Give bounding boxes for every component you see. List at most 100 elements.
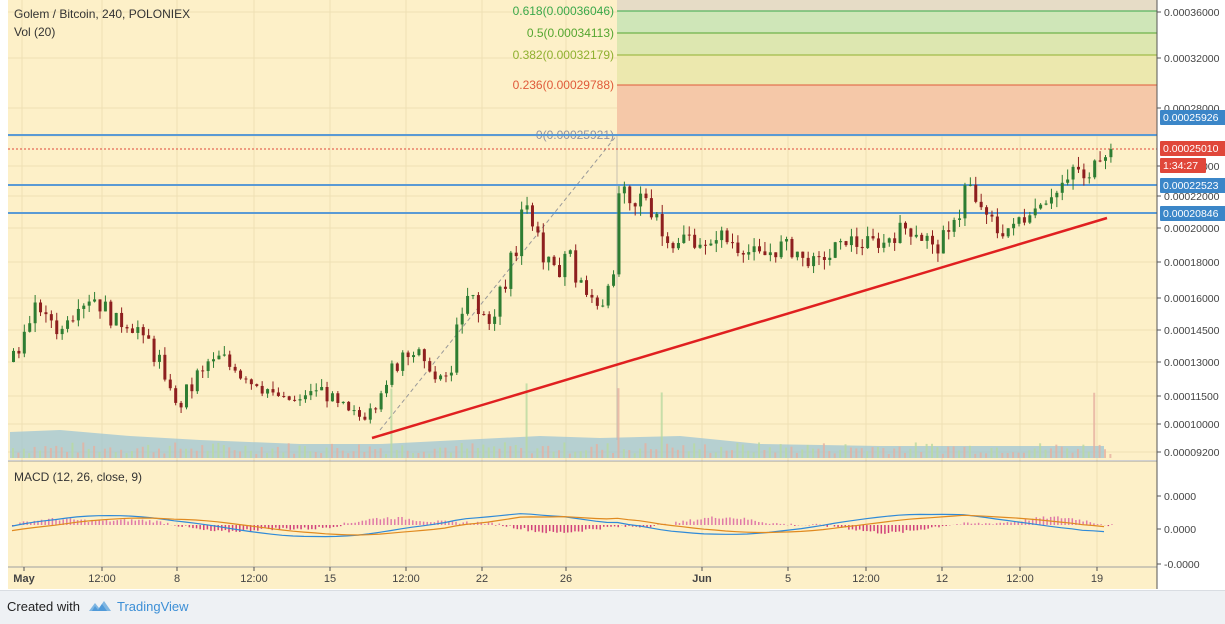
volume-bar (726, 451, 728, 458)
time-tick-label: 15 (324, 573, 336, 585)
macd-histogram-bar (499, 524, 501, 525)
candle (720, 230, 723, 240)
macd-histogram-bar (70, 518, 72, 525)
candle (493, 317, 496, 324)
fib-level-label: 0.5(0.00034113) (527, 26, 614, 40)
price-axis: 0.000360000.000320000.000280000.00024000… (1157, 0, 1225, 590)
macd-histogram-bar (693, 521, 695, 525)
volume-bar (704, 444, 706, 458)
volume-bar (369, 447, 371, 458)
macd-histogram-bar (423, 522, 425, 525)
macd-histogram-bar (127, 522, 128, 525)
candle (1077, 167, 1080, 170)
volume-bar (255, 454, 257, 458)
trading-chart[interactable]: 0.618(0.00036046) 0.5(0.00034113) 0.382(0.… (0, 0, 1225, 590)
candle (796, 252, 799, 258)
macd-histogram-bar (394, 519, 396, 525)
candle (1050, 197, 1053, 203)
macd-label: MACD (12, 26, close, 9) (14, 470, 142, 484)
candle (996, 217, 999, 234)
candle (147, 335, 150, 338)
volume-bar (212, 444, 214, 458)
candle (558, 265, 561, 277)
price-badge-label: 1:34:27 (1163, 160, 1198, 172)
candle (417, 349, 420, 355)
volume-bar (331, 444, 333, 458)
volume-bar (990, 448, 992, 458)
candle (699, 245, 702, 248)
macd-histogram-bar (909, 525, 911, 531)
candle (326, 387, 329, 401)
volume-bar (617, 388, 619, 458)
candle (39, 303, 42, 313)
macd-histogram-bar (783, 524, 785, 525)
volume-bar (828, 451, 830, 458)
volume-bar (931, 444, 933, 458)
candle (531, 205, 534, 226)
macd-histogram-bar (318, 525, 320, 527)
time-tick-label: 12:00 (240, 573, 268, 585)
volume-bar (499, 449, 501, 458)
price-badge-label: 0.00025926 (1163, 112, 1219, 124)
candle (477, 295, 480, 314)
macd-histogram-bar (167, 523, 169, 525)
macd-histogram-bar (650, 525, 652, 527)
candle (607, 286, 610, 306)
macd-histogram-bar (1068, 518, 1070, 525)
candle (185, 384, 188, 407)
macd-histogram-bar (888, 525, 890, 533)
macd-histogram-bar (1111, 524, 1113, 525)
volume-bar (44, 446, 46, 458)
volume-bar (293, 454, 295, 458)
macd-histogram-bar (174, 525, 176, 526)
volume-bar (82, 443, 84, 458)
volume-bar (666, 444, 668, 458)
macd-histogram-bar (1025, 519, 1027, 525)
macd-histogram-bar (754, 521, 756, 525)
candle (985, 207, 988, 214)
candle (909, 228, 912, 236)
macd-histogram-bar (942, 525, 944, 526)
macd-histogram-bar (985, 523, 987, 525)
macd-histogram-bar (524, 525, 526, 528)
candle (309, 391, 312, 395)
volume-bar (261, 447, 263, 458)
volume-bar (385, 454, 387, 458)
volume-bar (1055, 445, 1057, 458)
volume-bar (812, 449, 814, 458)
macd-histogram-bar (153, 523, 155, 525)
fib-level-label: 0.382(0.00032179) (513, 48, 614, 62)
volume-bar (547, 446, 549, 458)
macd-histogram-bar (149, 520, 151, 525)
created-with-label: Created with (7, 599, 80, 614)
volume-bar (780, 444, 782, 458)
volume-bar (169, 446, 171, 458)
volume-bar (217, 443, 219, 458)
tradingview-link[interactable]: TradingView (117, 599, 189, 614)
fib-level-label: 0.618(0.00036046) (513, 4, 614, 18)
candle (650, 198, 653, 217)
candle (888, 238, 891, 242)
volume-bar (234, 450, 236, 458)
candle (774, 252, 777, 257)
macd-histogram-bar (387, 517, 389, 525)
candle (644, 194, 647, 198)
macd-histogram-bar (207, 525, 209, 529)
volume-bar (309, 451, 311, 458)
candle (715, 240, 718, 243)
candle (980, 202, 983, 207)
candle (450, 373, 453, 376)
macd-histogram-bar (722, 519, 724, 525)
macd-histogram-bar (416, 521, 418, 525)
volume-bar (136, 448, 138, 458)
volume-bar (342, 451, 344, 458)
candle (1001, 233, 1004, 236)
volume-bar (407, 451, 409, 458)
macd-histogram-bar (535, 525, 537, 532)
volume-bar (596, 444, 598, 458)
candle (353, 410, 356, 411)
volume-bar (661, 392, 663, 458)
volume-bar (845, 444, 847, 458)
tradingview-logo-icon[interactable] (88, 598, 112, 614)
candle (1088, 177, 1091, 178)
